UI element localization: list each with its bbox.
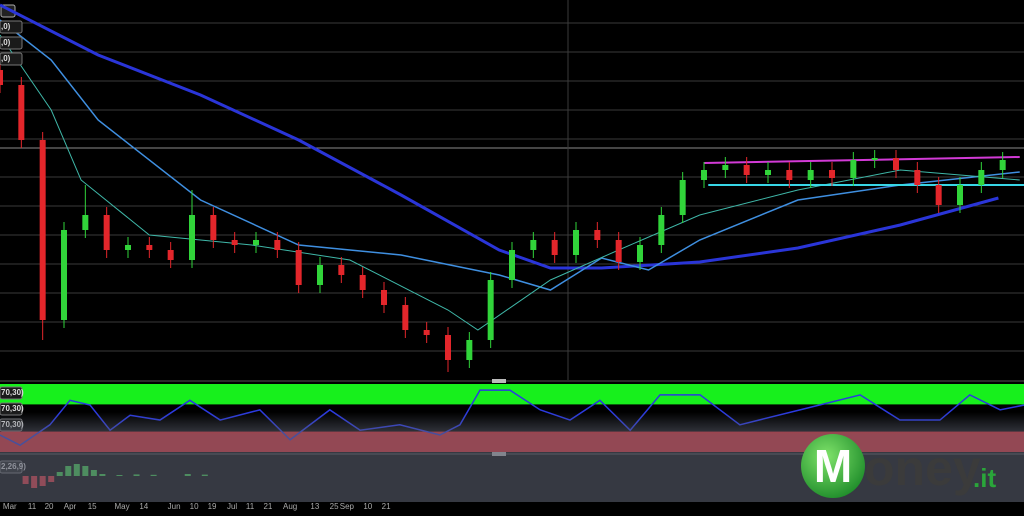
candle-body xyxy=(338,265,345,275)
moving-average xyxy=(0,34,1020,331)
panel-label: 70,30) xyxy=(1,404,24,413)
candle-body xyxy=(978,170,985,185)
candle-body xyxy=(146,245,153,250)
candle-body xyxy=(0,70,3,85)
x-tick-label: May xyxy=(114,502,129,511)
x-tick-label: 21 xyxy=(263,502,272,511)
panel-label: 70,30) xyxy=(1,388,24,397)
candle-body xyxy=(253,240,259,245)
candle-body xyxy=(679,180,686,215)
x-tick-label: 14 xyxy=(139,502,148,511)
x-tick-label: 10 xyxy=(363,502,372,511)
x-tick-label: 19 xyxy=(208,502,217,511)
overbought-band xyxy=(0,384,1024,405)
x-tick-label: Jun xyxy=(168,502,181,511)
candle-body xyxy=(765,170,771,175)
panel-label: ,0) xyxy=(1,54,11,63)
candle-body xyxy=(850,160,857,178)
x-tick-label: Jul xyxy=(227,502,237,511)
moving-average xyxy=(703,156,1020,164)
x-tick-label: 13 xyxy=(310,502,319,511)
x-tick-label: Sep xyxy=(340,502,355,511)
candle-body xyxy=(530,240,537,250)
panel-label-box xyxy=(0,52,23,66)
drag-handle[interactable] xyxy=(492,379,506,383)
x-tick-label: 25 xyxy=(330,502,339,511)
candle-body xyxy=(445,335,451,360)
candle-body xyxy=(466,340,473,360)
candle-body xyxy=(359,275,366,290)
x-tick-label: 21 xyxy=(382,502,391,511)
logo-letter: M xyxy=(814,440,852,492)
watermark: M oney .it xyxy=(0,412,1024,502)
x-tick-label: Apr xyxy=(64,502,77,511)
x-tick-label: 20 xyxy=(45,502,54,511)
candle-body xyxy=(167,250,174,260)
logo-word: oney xyxy=(864,440,981,496)
panel-label-box xyxy=(0,36,23,50)
candle-body xyxy=(125,245,131,250)
candle-body xyxy=(381,290,387,305)
candle-body xyxy=(743,165,750,175)
moving-average xyxy=(0,3,999,270)
candle-body xyxy=(423,330,430,335)
candle-body xyxy=(61,230,67,320)
candle-body xyxy=(893,158,899,170)
candle-body xyxy=(957,185,963,205)
candle-body xyxy=(829,170,835,178)
candle-body xyxy=(999,160,1006,170)
logo-circle xyxy=(801,434,865,498)
candle-body xyxy=(637,245,643,262)
x-tick-label: 10 xyxy=(190,502,199,511)
x-tick-label: 11 xyxy=(246,502,255,511)
candle-body xyxy=(509,250,515,280)
x-tick-label: 11 xyxy=(28,502,37,511)
candle-body xyxy=(701,170,707,180)
x-tick-label: Mar xyxy=(3,502,17,511)
candle-body xyxy=(295,250,302,285)
panel-label: ,0) xyxy=(1,38,11,47)
candle-body xyxy=(658,215,665,245)
x-tick-label: 15 xyxy=(88,502,97,511)
candle-body xyxy=(82,215,89,230)
candle-body xyxy=(189,215,195,260)
candle-body xyxy=(103,215,110,250)
candle-body xyxy=(39,140,46,320)
candle-body xyxy=(402,305,409,330)
candle-body xyxy=(317,265,323,285)
candle-body xyxy=(210,215,217,240)
candle-body xyxy=(594,230,601,240)
candle-body xyxy=(935,185,942,205)
candle-body xyxy=(487,280,494,340)
candle-body xyxy=(871,158,878,160)
moving-average xyxy=(0,19,1020,291)
candle-body xyxy=(18,85,25,140)
panel-label-box xyxy=(0,386,23,400)
x-tick-label: Aug xyxy=(283,502,297,511)
candle-body xyxy=(914,170,921,185)
candle-body xyxy=(274,240,281,250)
logo-suffix: .it xyxy=(973,463,996,493)
candle-body xyxy=(551,240,558,255)
candle-body xyxy=(786,170,793,180)
panel-label: ,0) xyxy=(1,22,11,31)
panel-label-box xyxy=(0,20,23,34)
candle-body xyxy=(722,165,729,170)
candle-body xyxy=(615,240,622,262)
candle-body xyxy=(573,230,579,255)
candle-body xyxy=(807,170,814,180)
candle-body xyxy=(231,240,238,245)
